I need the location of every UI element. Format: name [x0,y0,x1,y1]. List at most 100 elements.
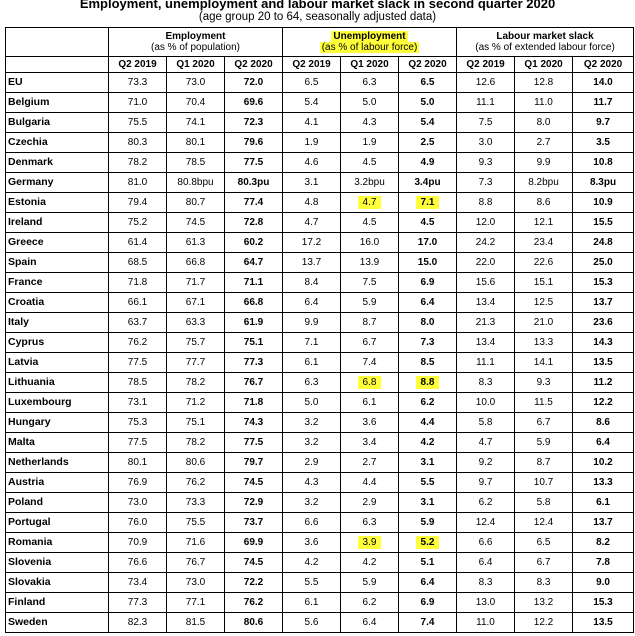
value-cell: 3.5 [572,132,635,153]
value-cell: 3.2 [282,432,341,453]
value-cell: 4.9 [397,152,458,173]
value-cell: 77.4 [224,192,283,213]
value-cell: 3.2bpu [340,172,399,193]
value-cell: 81.5 [166,612,225,633]
value-cell: 11.0 [514,92,574,113]
value-cell: 6.1 [282,592,341,613]
value-cell: 74.3 [224,412,283,433]
value-cell: 13.4 [456,292,516,313]
value-cell: 4.3 [340,112,399,133]
value-cell: 74.5 [224,552,283,573]
period-header: Q1 2020 [166,56,225,73]
value-cell: 71.2 [166,392,225,413]
value-cell: 9.9 [514,152,574,173]
value-cell: 76.6 [108,552,167,573]
value-cell: 76.2 [166,472,225,493]
value-cell: 3.2 [282,492,341,513]
value-cell: 8.4 [282,272,341,293]
value-cell: 71.1 [224,272,283,293]
value-cell: 3.2 [282,412,341,433]
country-cell: Latvia [5,352,109,373]
value-cell: 2.5 [397,132,458,153]
value-cell: 71.7 [166,272,225,293]
period-header: Q2 2019 [108,56,167,73]
value-cell: 7.3 [456,172,516,193]
value-cell: 3.4 [340,432,399,453]
value-cell: 73.4 [108,572,167,593]
value-cell: 13.7 [572,512,635,533]
value-cell: 5.0 [397,92,458,113]
corner-cell [5,27,109,57]
value-cell: 4.6 [282,152,341,173]
value-cell: 8.7 [514,452,574,473]
value-cell: 12.5 [514,292,574,313]
value-cell: 68.5 [108,252,167,273]
value-cell: 77.5 [224,152,283,173]
value-cell: 72.8 [224,212,283,233]
period-header: Q1 2020 [514,56,574,73]
value-cell: 15.1 [514,272,574,293]
value-cell: 75.3 [108,412,167,433]
value-cell: 23.4 [514,232,574,253]
value-cell: 9.7 [456,472,516,493]
country-cell: Slovakia [5,572,109,593]
value-cell: 9.3 [456,152,516,173]
value-cell: 6.3 [340,512,399,533]
value-cell: 5.9 [340,572,399,593]
value-cell: 8.8 [397,372,458,393]
table-row: Greece 61.4 61.3 60.2 17.2 16.0 17.0 24.2 23.4 24… [5,232,635,253]
value-cell: 4.4 [397,412,458,433]
value-cell: 5.6 [282,612,341,633]
value-cell: 8.2bpu [514,172,574,193]
value-cell: 8.3 [456,372,516,393]
value-cell: 77.5 [108,432,167,453]
value-cell: 10.2 [572,452,635,473]
value-cell: 12.0 [456,212,516,233]
value-cell: 5.0 [282,392,341,413]
value-cell: 78.5 [108,372,167,393]
table-row: Slovakia 73.4 73.0 72.2 5.5 5.9 6.4 8.3 8.3 9.0 [5,572,635,593]
country-cell: Romania [5,532,109,553]
value-cell: 77.7 [166,352,225,373]
value-cell: 6.4 [282,292,341,313]
table-row: Spain 68.5 66.8 64.7 13.7 13.9 15.0 22.0 22.6 25.… [5,252,635,273]
value-cell: 6.9 [397,272,458,293]
value-cell: 6.4 [572,432,635,453]
value-cell: 2.9 [282,452,341,473]
country-cell: Austria [5,472,109,493]
value-cell: 71.0 [108,92,167,113]
value-cell: 6.5 [514,532,574,553]
value-cell: 75.2 [108,212,167,233]
country-cell: EU [5,72,109,93]
group-header-unemployment: Unemployment (as % of labour force) [281,27,458,57]
value-cell: 76.0 [108,512,167,533]
value-cell: 15.3 [572,592,635,613]
value-cell: 70.9 [108,532,167,553]
value-cell: 73.3 [166,492,225,513]
country-cell: Belgium [5,92,109,113]
value-cell: 5.5 [397,472,458,493]
value-cell: 11.7 [572,92,635,113]
value-cell: 75.1 [166,412,225,433]
value-cell: 70.4 [166,92,225,113]
table-row: Bulgaria 75.5 74.1 72.3 4.1 4.3 5.4 7.5 8.0 9.7 [5,112,635,133]
value-cell: 13.0 [456,592,516,613]
value-cell: 6.5 [397,72,458,93]
period-header: Q2 2019 [282,56,341,73]
value-cell: 60.2 [224,232,283,253]
table-row: Latvia 77.5 77.7 77.3 6.1 7.4 8.5 11.1 14.1 13.5 [5,352,635,373]
table-row: Belgium 71.0 70.4 69.6 5.4 5.0 5.0 11.1 11.0 11.7 [5,92,635,113]
value-cell: 6.7 [514,552,574,573]
value-cell: 80.8bpu [166,172,225,193]
country-cell: Spain [5,252,109,273]
table-row: Portugal 76.0 75.5 73.7 6.6 6.3 5.9 12.4 12.4 13.… [5,512,635,533]
value-cell: 80.1 [166,132,225,153]
value-cell: 3.6 [340,412,399,433]
value-cell: 3.0 [456,132,516,153]
highlighted-value: 8.8 [415,376,440,389]
value-cell: 12.2 [572,392,635,413]
value-cell: 12.6 [456,72,516,93]
value-cell: 13.7 [572,292,635,313]
value-cell: 80.3pu [224,172,283,193]
value-cell: 5.2 [397,532,458,553]
